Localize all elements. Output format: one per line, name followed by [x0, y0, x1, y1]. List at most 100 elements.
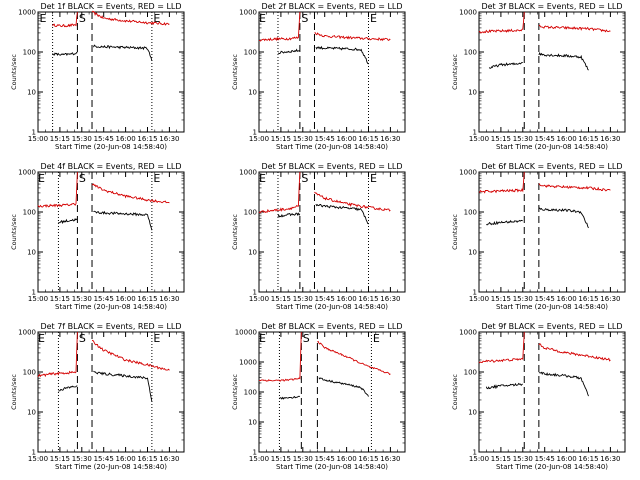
event-marker: E: [259, 12, 266, 25]
events-series: [538, 51, 589, 71]
x-tick-label: 15:30: [513, 135, 533, 143]
event-marker: E: [259, 172, 266, 185]
panel-title: Det 1f BLACK = Events, RED = LLD: [40, 2, 181, 11]
panel-title: Det 8f BLACK = Events, RED = LLD: [261, 322, 402, 331]
x-axis-label: Start Time (20-Jun-08 14:58:40): [55, 143, 167, 151]
y-tick-label: 100: [244, 209, 257, 217]
y-tick-label: 10: [27, 409, 36, 417]
x-tick-label: 16:00: [116, 135, 136, 143]
event-marker: S: [79, 172, 86, 185]
x-tick-label: 16:15: [358, 135, 378, 143]
event-marker: E: [370, 12, 377, 25]
y-tick-label: 1000: [459, 329, 477, 337]
y-tick-label: 1000: [18, 169, 36, 177]
panel-title: Det 6f BLACK = Events, RED = LLD: [481, 162, 622, 171]
event-marker: E: [153, 12, 160, 25]
panel-det-2: Det 2f BLACK = Events, RED = LLD 1 10 100 10…: [231, 2, 406, 151]
x-tick-label: 15:45: [94, 455, 114, 463]
x-tick-label: 16:00: [116, 455, 136, 463]
y-axis-label: Counts/sec: [451, 374, 459, 410]
events-series: [538, 371, 589, 397]
event-marker: E: [38, 172, 45, 185]
y-tick-label: 100: [244, 49, 257, 57]
x-tick-label: 15:30: [513, 295, 533, 303]
x-tick-label: 15:15: [491, 455, 511, 463]
x-tick-label: 16:30: [600, 295, 620, 303]
x-tick-label: 16:30: [380, 135, 400, 143]
x-tick-label: 15:00: [469, 135, 489, 143]
x-tick-label: 16:00: [557, 135, 577, 143]
event-marker: S: [301, 12, 308, 25]
plot-frame: [258, 171, 406, 293]
x-tick-label: 16:30: [600, 135, 620, 143]
lld-series: [538, 343, 611, 362]
panel-det-8: Det 8f BLACK = Events, RED = LLD 1 10 100 10…: [231, 322, 406, 471]
y-tick-label: 1: [473, 449, 477, 457]
y-axis-label: Counts/sec: [10, 374, 18, 410]
y-axis-label: Counts/sec: [231, 374, 239, 410]
x-tick-label: 15:30: [513, 455, 533, 463]
plot-frame: [478, 331, 626, 453]
event-marker: E: [153, 172, 160, 185]
x-tick-label: 15:00: [249, 135, 269, 143]
y-tick-label: 1000: [18, 9, 36, 17]
x-tick-label: 15:45: [535, 455, 555, 463]
events-series: [277, 212, 301, 218]
y-tick-label: 1: [473, 289, 477, 297]
x-tick-label: 16:00: [557, 455, 577, 463]
panel-det-9: Det 9f BLACK = Events, RED = LLD 1 10 100 10…: [451, 322, 626, 471]
y-tick-label: 100: [464, 49, 477, 57]
y-tick-label: 1000: [18, 329, 36, 337]
x-tick-label: 15:15: [50, 455, 70, 463]
y-tick-label: 1000: [239, 359, 257, 367]
event-marker: S: [79, 332, 86, 345]
y-tick-label: 10: [468, 249, 477, 257]
event-marker: E: [373, 332, 380, 345]
y-tick-label: 100: [244, 389, 257, 397]
x-tick-label: 16:30: [159, 455, 179, 463]
x-tick-label: 16:00: [116, 295, 136, 303]
x-tick-label: 15:30: [72, 295, 92, 303]
y-tick-label: 1000: [459, 169, 477, 177]
plot-frame: [258, 11, 406, 133]
panel-det-7: Det 7f BLACK = Events, RED = LLD 1 10 100 10…: [10, 322, 185, 471]
y-axis-label: Counts/sec: [451, 54, 459, 90]
x-tick-label: 16:15: [578, 455, 598, 463]
events-series: [93, 210, 153, 231]
y-tick-label: 1000: [459, 9, 477, 17]
x-tick-label: 15:45: [315, 135, 335, 143]
panel-title: Det 7f BLACK = Events, RED = LLD: [40, 322, 181, 331]
y-tick-label: 1: [253, 129, 257, 137]
events-series: [58, 218, 78, 225]
lld-series: [258, 331, 302, 382]
y-tick-label: 10: [27, 249, 36, 257]
plot-frame: [37, 331, 185, 453]
x-tick-label: 15:00: [249, 455, 269, 463]
y-tick-label: 10: [248, 89, 257, 97]
event-marker: S: [303, 332, 310, 345]
x-tick-label: 15:15: [271, 295, 291, 303]
lld-series: [52, 11, 78, 28]
events-series: [315, 203, 369, 225]
y-tick-label: 10: [468, 89, 477, 97]
event-marker: E: [370, 172, 377, 185]
panel-det-3: Det 3f BLACK = Events, RED = LLD 1 10 100 10…: [451, 2, 626, 151]
lld-series: [538, 183, 611, 192]
x-tick-label: 16:00: [337, 135, 357, 143]
y-tick-label: 1000: [239, 9, 257, 17]
panel-title: Det 2f BLACK = Events, RED = LLD: [261, 2, 402, 11]
x-tick-label: 15:45: [315, 295, 335, 303]
panel-det-5: Det 5f BLACK = Events, RED = LLD 1 10 100 10…: [231, 162, 406, 311]
y-tick-label: 10: [248, 249, 257, 257]
x-tick-label: 16:00: [337, 295, 357, 303]
event-marker: E: [39, 12, 46, 25]
plot-frame: [37, 171, 185, 293]
y-tick-label: 100: [23, 369, 36, 377]
lld-series: [478, 171, 525, 194]
lld-series: [317, 340, 391, 376]
x-tick-label: 16:30: [159, 135, 179, 143]
y-axis-label: Counts/sec: [451, 214, 459, 250]
y-tick-label: 100: [23, 209, 36, 217]
x-tick-label: 15:15: [271, 135, 291, 143]
